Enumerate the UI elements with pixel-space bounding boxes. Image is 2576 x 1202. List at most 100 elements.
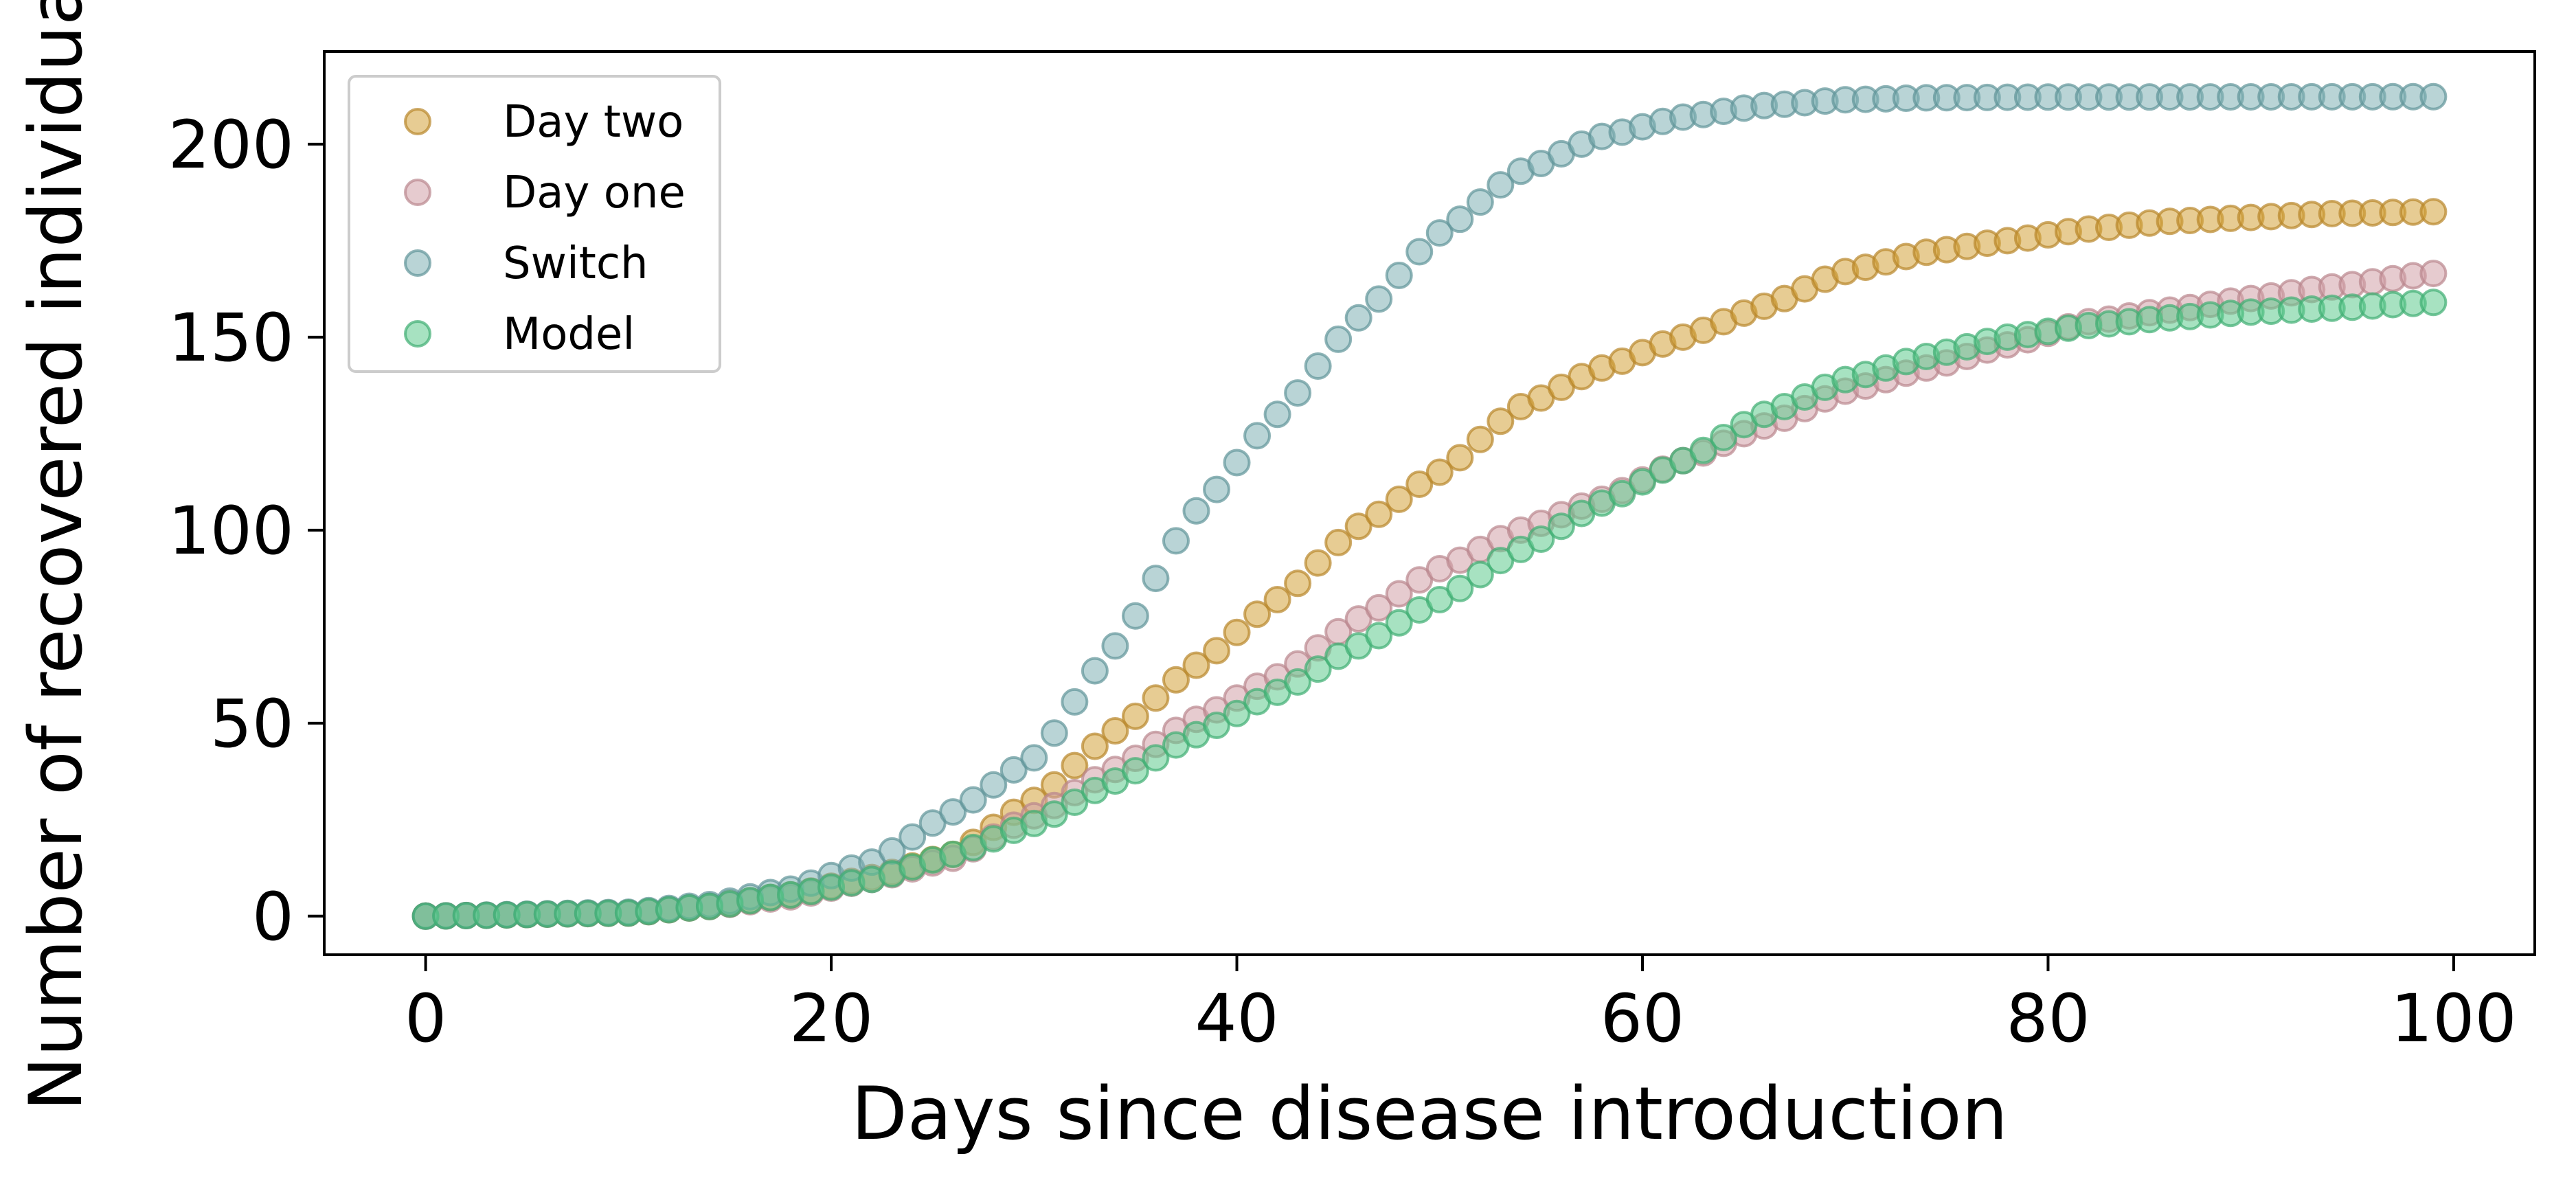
data-point [1710,423,1738,451]
data-point [1487,171,1515,199]
data-point [1405,238,1434,266]
data-point [1284,569,1312,598]
data-point [2419,260,2448,288]
data-point [1101,717,1129,745]
data-point [1162,527,1190,555]
x-axis-label: Days since disease introduction [851,1071,2008,1156]
data-point [1304,549,1332,577]
data-point [1223,449,1251,477]
data-point [1203,711,1231,739]
data-point [1061,789,1089,817]
data-point [1081,657,1109,685]
y-tick-label: 200 [168,106,294,183]
y-tick-label: 150 [168,299,294,376]
y-tick-label: 0 [252,878,294,955]
data-point [1121,702,1149,730]
x-tick-label: 100 [2391,980,2516,1057]
x-tick-label: 80 [2006,980,2090,1057]
data-point [1304,352,1332,381]
legend-item: Day one [404,168,686,218]
y-tick-label: 100 [168,492,294,569]
legend-marker [404,108,431,135]
data-point [1284,668,1312,696]
data-point [1223,618,1251,646]
data-point [1344,304,1372,332]
data-point [1284,379,1312,407]
data-point [2419,82,2448,111]
legend-label: Day two [503,97,683,148]
data-point [1263,585,1291,613]
data-point [1061,751,1089,780]
data-point [1385,609,1413,637]
data-point [1425,458,1454,486]
x-tick-label: 20 [789,980,873,1057]
data-point [999,756,1028,784]
data-point [1162,666,1190,694]
data-point [1487,407,1515,435]
x-axis-ticks: 0 20 40 60 80 100 [405,955,2517,1057]
data-point [2419,198,2448,226]
data-point [1628,468,1656,496]
data-point [1040,800,1068,828]
data-point [980,771,1008,799]
data-point [1324,325,1353,353]
legend-marker [404,320,431,348]
data-point [1466,560,1494,589]
data-point [2419,288,2448,317]
data-point [1365,593,1393,622]
data-point [1061,688,1089,716]
x-tick-label: 40 [1195,980,1278,1057]
data-point [939,798,967,826]
data-point [1203,475,1231,503]
legend-item: Model [404,309,635,360]
data-point [1446,444,1474,472]
data-point [899,823,927,851]
data-point [1142,684,1170,712]
data-point [1385,485,1413,513]
legend-item: Switch [404,238,648,289]
data-point [1446,574,1474,602]
data-point [1182,651,1210,679]
data-point [1223,699,1251,727]
data-point [1324,528,1353,556]
data-point [1608,479,1636,508]
y-axis-label: Number of recovered individuals [14,0,98,1111]
data-point [1385,580,1413,608]
data-point [1344,512,1372,541]
data-point [1405,470,1434,498]
data-point [1466,188,1494,216]
data-point [1547,512,1575,541]
data-point [1142,565,1170,593]
legend-marker [404,249,431,277]
legend-label: Day one [503,168,686,218]
data-point [1101,632,1129,660]
data-point [1020,744,1048,772]
data-point [1365,622,1393,650]
x-tick-label: 0 [405,980,447,1057]
legend: Day two Day one Switch Model [348,75,721,373]
data-point [1243,600,1272,628]
data-point [1365,500,1393,528]
y-axis-ticks: 0 50 100 150 200 [168,106,324,955]
data-point [1243,422,1272,450]
x-tick-label: 60 [1601,980,1684,1057]
data-point [1263,400,1291,429]
data-point [1527,525,1555,553]
legend-label: Switch [503,238,648,289]
data-point [1466,425,1494,453]
data-point [1121,602,1149,630]
data-point [1385,261,1413,289]
data-point [1425,219,1454,247]
data-point [1182,497,1210,525]
legend-marker [404,179,431,206]
data-point [1121,757,1149,785]
data-point [1446,205,1474,234]
data-point [1040,719,1068,747]
data-point [1304,655,1332,683]
legend-item: Day two [404,97,683,148]
data-points-layer [411,82,2448,930]
data-point [1203,637,1231,665]
legend-label: Model [503,309,635,360]
legend-box [348,75,721,373]
